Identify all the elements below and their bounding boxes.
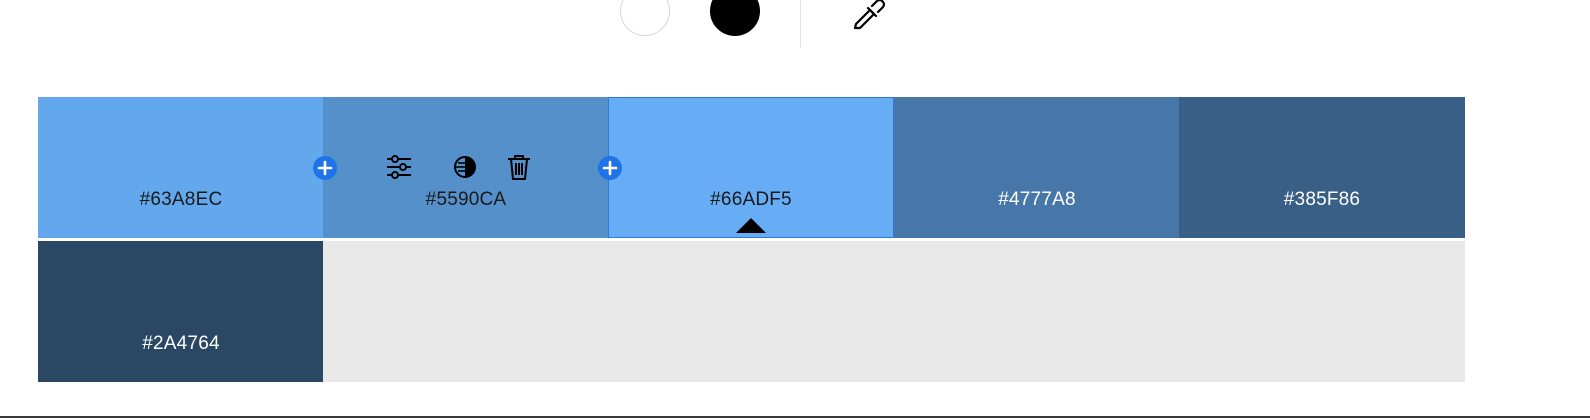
empty-slot[interactable]: [323, 241, 609, 382]
color-swatch-4[interactable]: #4777A8: [894, 97, 1180, 238]
contrast-icon: [454, 156, 476, 178]
palette-grid: #63A8EC: [38, 97, 1484, 383]
white-swatch-button[interactable]: [620, 0, 670, 36]
bottom-divider: [0, 416, 1590, 418]
insert-color-button[interactable]: [598, 156, 622, 180]
swatch-tools: [323, 153, 609, 181]
empty-slot[interactable]: [894, 241, 1180, 382]
eyedropper-button[interactable]: [852, 0, 888, 30]
toolbar-divider: [800, 0, 801, 48]
empty-slot[interactable]: [1179, 241, 1465, 382]
contrast-button[interactable]: [451, 153, 479, 181]
insert-color-button[interactable]: [313, 156, 337, 180]
color-swatch-6[interactable]: #2A4764: [38, 241, 324, 382]
hex-label: #4777A8: [998, 189, 1076, 210]
hex-label: #385F86: [1283, 189, 1361, 210]
hex-label: #5590CA: [425, 189, 507, 210]
eyedropper-icon: [853, 0, 886, 30]
color-swatch-2[interactable]: #5590CA: [323, 97, 609, 238]
hex-label: #63A8EC: [139, 189, 223, 210]
hex-label: #66ADF5: [710, 189, 792, 210]
plus-icon: [602, 160, 618, 176]
adjust-button[interactable]: [385, 153, 413, 181]
delete-button[interactable]: [505, 153, 533, 181]
plus-icon: [317, 160, 333, 176]
color-swatch-1[interactable]: #63A8EC: [38, 97, 324, 238]
adjust-sliders-icon: [387, 155, 411, 179]
hex-label: #2A4764: [142, 333, 220, 354]
black-swatch-button[interactable]: [710, 0, 760, 36]
selected-caret-icon: [736, 218, 766, 233]
color-swatch-5[interactable]: #385F86: [1179, 97, 1465, 238]
empty-slot[interactable]: [608, 241, 894, 382]
color-swatch-3[interactable]: #66ADF5: [608, 97, 894, 238]
trash-icon: [508, 155, 530, 180]
